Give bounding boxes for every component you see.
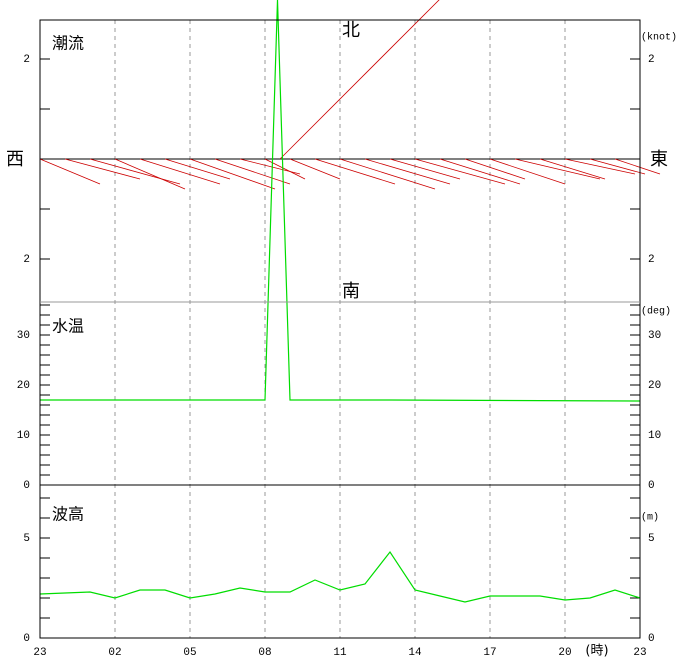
current-vector: [189, 158, 276, 190]
current-vector: [264, 158, 306, 180]
data-line: [40, 0, 641, 402]
unit-label: (knot): [641, 32, 677, 44]
current-vector: [89, 158, 181, 185]
current-vector: [439, 158, 521, 185]
current-vector: [279, 0, 440, 160]
current-vector: [514, 158, 601, 180]
panel-title: 波高: [52, 505, 84, 524]
y2-tick-label: 2: [648, 54, 655, 66]
y-tick-label: 2: [23, 254, 30, 266]
x-tick-label: 02: [108, 647, 121, 659]
y-tick-label: 0: [23, 480, 30, 492]
data-line: [39, 550, 641, 603]
current-vector: [414, 158, 506, 185]
y2-tick-label: 2: [648, 254, 655, 266]
x-tick-label: 11: [333, 647, 347, 659]
current-vector: [139, 158, 221, 185]
current-vector: [214, 158, 291, 185]
x-tick-label: 23: [633, 647, 646, 659]
current-vector: [464, 158, 526, 180]
y-tick-label: 20: [17, 380, 30, 392]
x-tick-label: 17: [483, 647, 496, 659]
x-axis-label: (時): [585, 644, 608, 659]
y2-tick-label: 0: [648, 480, 655, 492]
current-vector: [489, 158, 566, 185]
unit-label: (m): [641, 512, 659, 524]
x-tick-label: 14: [408, 647, 422, 659]
current-vector: [589, 158, 646, 175]
y2-tick-label: 30: [648, 330, 661, 342]
north-label: 北: [342, 20, 360, 41]
y2-tick-label: 20: [648, 380, 661, 392]
y-tick-label: 0: [23, 633, 30, 645]
current-vector: [364, 158, 451, 185]
current-vector: [39, 158, 101, 185]
y2-tick-label: 0: [648, 633, 655, 645]
panel-title: 水温: [52, 317, 84, 336]
current-vector: [289, 158, 341, 180]
current-vector: [614, 158, 661, 175]
x-tick-label: 08: [258, 647, 271, 659]
y2-tick-label: 5: [648, 533, 655, 545]
current-vector: [539, 158, 606, 180]
current-vector: [64, 158, 141, 180]
current-vector: [114, 158, 186, 190]
panel-title: 潮流: [52, 34, 84, 53]
current-vector: [564, 158, 636, 175]
current-vector: [389, 158, 461, 180]
west-label: 西: [6, 149, 24, 170]
y-tick-label: 2: [23, 54, 30, 66]
y-tick-label: 10: [17, 430, 30, 442]
current-vector: [164, 158, 231, 180]
plot-frame: [39, 19, 641, 639]
x-tick-label: 05: [183, 647, 196, 659]
y-tick-label: 30: [17, 330, 30, 342]
current-vector: [314, 158, 396, 185]
unit-label: (deg): [641, 306, 671, 318]
x-tick-label: 20: [558, 647, 571, 659]
x-tick-label: 23: [33, 647, 46, 659]
south-label: 南: [342, 281, 360, 302]
east-label: 東: [650, 149, 668, 170]
y2-tick-label: 10: [648, 430, 661, 442]
y-tick-label: 5: [23, 533, 30, 545]
current-vector: [339, 158, 436, 190]
